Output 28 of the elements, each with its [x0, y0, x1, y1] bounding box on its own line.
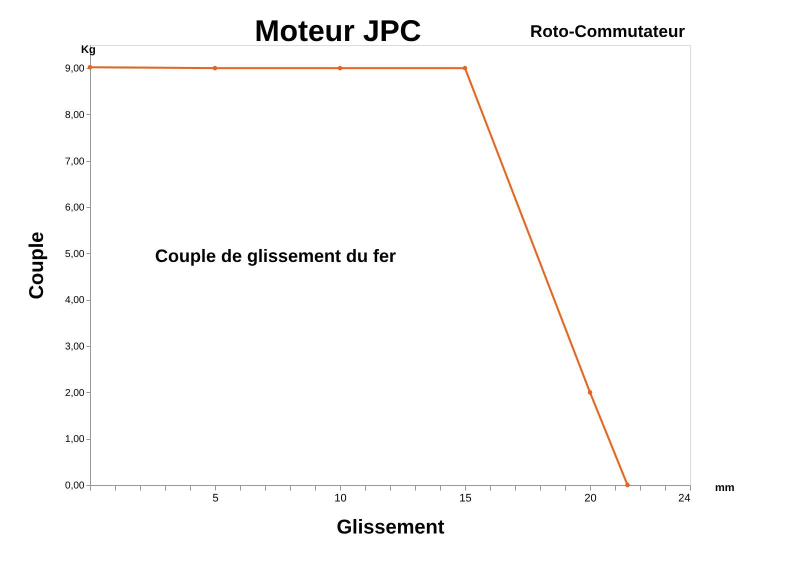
y-tick-label: 8,00 — [65, 110, 85, 121]
x-tick-label: 24 — [678, 492, 690, 504]
text: mm — [715, 482, 735, 494]
point — [588, 390, 592, 395]
x-tick-label: 10 — [334, 492, 347, 504]
point — [212, 66, 218, 70]
annotation: Kg — [81, 44, 96, 56]
annotation: Couple de glissement du fer — [155, 246, 396, 266]
point — [88, 65, 92, 70]
x-tick-label: 20 — [584, 492, 597, 504]
y-tick-label: 5,00 — [65, 248, 85, 260]
point — [462, 66, 468, 70]
x-axis-title: Glissement — [336, 516, 445, 538]
x-tick-label: 15 — [459, 492, 472, 504]
y-tick-label: 7,00 — [65, 156, 85, 168]
y-tick-label: 4,00 — [65, 295, 85, 306]
y-axis-title: Couple — [26, 232, 48, 300]
y-tick-label: 1,00 — [65, 434, 85, 446]
x-tick-label: 5 — [212, 492, 219, 504]
point — [625, 482, 630, 488]
y-tick-label: 2,00 — [65, 388, 85, 399]
chart-title: Moteur JPC — [254, 15, 422, 48]
y-tick-label: 0,00 — [65, 480, 85, 492]
y-tick-label: 6,00 — [65, 202, 85, 214]
y-tick-label: 3,00 — [65, 342, 85, 353]
point — [338, 66, 342, 70]
text: Roto-Commutateur — [530, 22, 686, 41]
y-tick-label: 9,00 — [65, 64, 85, 75]
